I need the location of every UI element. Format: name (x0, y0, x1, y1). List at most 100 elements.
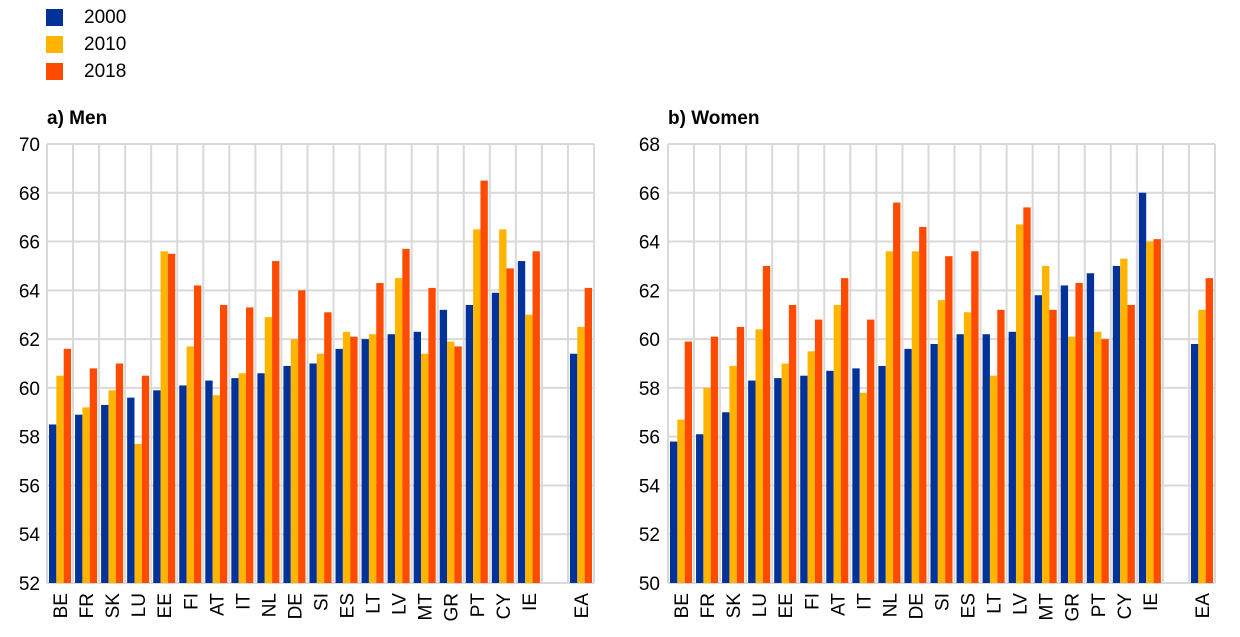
y-tick-label: 60 (19, 379, 40, 400)
y-tick-label: 70 (19, 135, 40, 156)
bar-2010-GR (1068, 336, 1076, 583)
bar-2010-EA (577, 326, 585, 583)
x-tick-label: LT (985, 593, 1006, 614)
bar-2018-BE (63, 348, 72, 583)
x-tick-label: IT (233, 593, 254, 610)
x-tick-label: CY (1115, 593, 1136, 620)
bar-2000-EE (774, 378, 782, 583)
bar-2000-FR (696, 434, 704, 583)
bar-2018-EA (584, 287, 592, 583)
bar-2018-PT (480, 180, 488, 584)
x-tick-label: FR (77, 593, 98, 618)
bar-2000-SK (722, 412, 730, 583)
legend-swatch-2000 (46, 9, 63, 26)
bar-2018-MT (428, 287, 436, 583)
x-tick-label: MT (1037, 593, 1058, 621)
bar-2018-DE (919, 226, 927, 583)
chart-title: b) Women (668, 108, 759, 129)
legend-label: 2018 (84, 60, 127, 82)
bar-2018-DE (298, 290, 306, 583)
x-tick-label: SK (103, 593, 124, 619)
y-tick-label: 52 (19, 574, 40, 595)
legend: 2000 2010 2018 (46, 4, 126, 85)
bar-2018-IE (532, 251, 540, 584)
bar-2018-CY (506, 268, 514, 583)
bar-2000-NL (878, 365, 886, 583)
legend-item-2018: 2018 (46, 58, 126, 85)
bar-2000-AT (826, 370, 834, 583)
bar-2010-EA (1198, 309, 1206, 583)
y-tick-label: 56 (639, 428, 660, 449)
bar-2000-AT (205, 380, 213, 583)
bar-2018-LU (141, 375, 150, 583)
bar-2010-LV (1015, 224, 1024, 583)
bar-2000-GR (439, 309, 448, 583)
bar-2000-MT (1034, 295, 1043, 583)
bar-2010-LU (755, 329, 763, 583)
legend-label: 2000 (84, 6, 127, 28)
bar-2018-EA (1205, 278, 1213, 583)
bar-2010-FI (807, 351, 815, 583)
x-tick-label: DE (285, 593, 306, 619)
bar-2018-EE (788, 304, 797, 583)
y-tick-label: 64 (19, 281, 41, 302)
bar-2000-EE (153, 390, 161, 583)
x-tick-label: SI (933, 593, 954, 611)
bar-2010-LU (134, 443, 142, 583)
bar-2000-LV (387, 334, 395, 583)
bar-2018-LV (402, 248, 410, 583)
x-tick-label: IE (1141, 593, 1162, 611)
legend-swatch-2018 (46, 63, 63, 80)
y-tick-label: 56 (19, 476, 40, 497)
bar-2010-AT (212, 395, 220, 583)
x-tick-label: FI (802, 593, 823, 610)
bar-2018-AT (219, 304, 228, 583)
x-tick-label: LU (129, 593, 150, 617)
bar-2010-LT (989, 375, 998, 583)
x-tick-label: DE (906, 593, 927, 619)
bar-2000-LT (982, 334, 990, 583)
bar-2018-FR (710, 336, 719, 583)
y-tick-label: 68 (19, 184, 40, 205)
x-tick-label: CY (494, 593, 515, 620)
bar-2018-IT (246, 307, 254, 583)
x-tick-label: LU (750, 593, 771, 617)
bar-2000-BE (670, 441, 678, 583)
bar-2000-SI (930, 343, 938, 583)
x-tick-label: GR (442, 593, 463, 622)
chart-panel-women: b) Women 50 52 54 56 58 60 62 64 66 68 BE FR SK LU EE FI… (639, 108, 1216, 622)
bar-2000-LV (1008, 331, 1016, 583)
bar-2018-IE (1153, 239, 1161, 583)
bar-2000-LU (127, 397, 135, 583)
bar-2018-MT (1049, 309, 1057, 583)
bar-2010-IE (525, 314, 533, 583)
bar-2000-EA (1190, 343, 1199, 583)
bar-2000-SK (101, 404, 109, 583)
y-tick-label: 52 (639, 525, 660, 546)
bar-2010-SK (729, 365, 737, 583)
bar-2000-CY (1112, 265, 1121, 583)
bar-2010-SK (108, 390, 116, 583)
bar-2010-CY (1120, 258, 1128, 583)
bar-2000-DE (904, 348, 912, 583)
bar-2010-LT (368, 334, 377, 583)
bar-2010-FI (186, 346, 194, 583)
x-tick-label: IE (520, 593, 541, 611)
x-tick-label: IT (854, 593, 875, 610)
bar-2018-AT (840, 278, 849, 583)
bar-2010-NL (885, 251, 894, 584)
y-tick-label: 58 (639, 379, 660, 400)
legend-item-2010: 2010 (46, 31, 126, 58)
x-tick-label: EE (155, 593, 176, 618)
y-tick-label: 68 (639, 135, 660, 156)
chart-title: a) Men (47, 108, 107, 129)
bar-2000-LT (361, 339, 369, 583)
y-tick-label: 64 (639, 233, 661, 254)
bar-2018-LU (762, 265, 771, 583)
chart-panel-men: a) Men 52 54 56 58 60 62 64 66 68 70 BE FR SK LU EE FI AT… (19, 108, 595, 622)
bar-2018-GR (454, 346, 462, 583)
bar-2010-ES (342, 331, 351, 583)
legend-swatch-2010 (46, 36, 63, 53)
bar-2000-FI (800, 375, 808, 583)
